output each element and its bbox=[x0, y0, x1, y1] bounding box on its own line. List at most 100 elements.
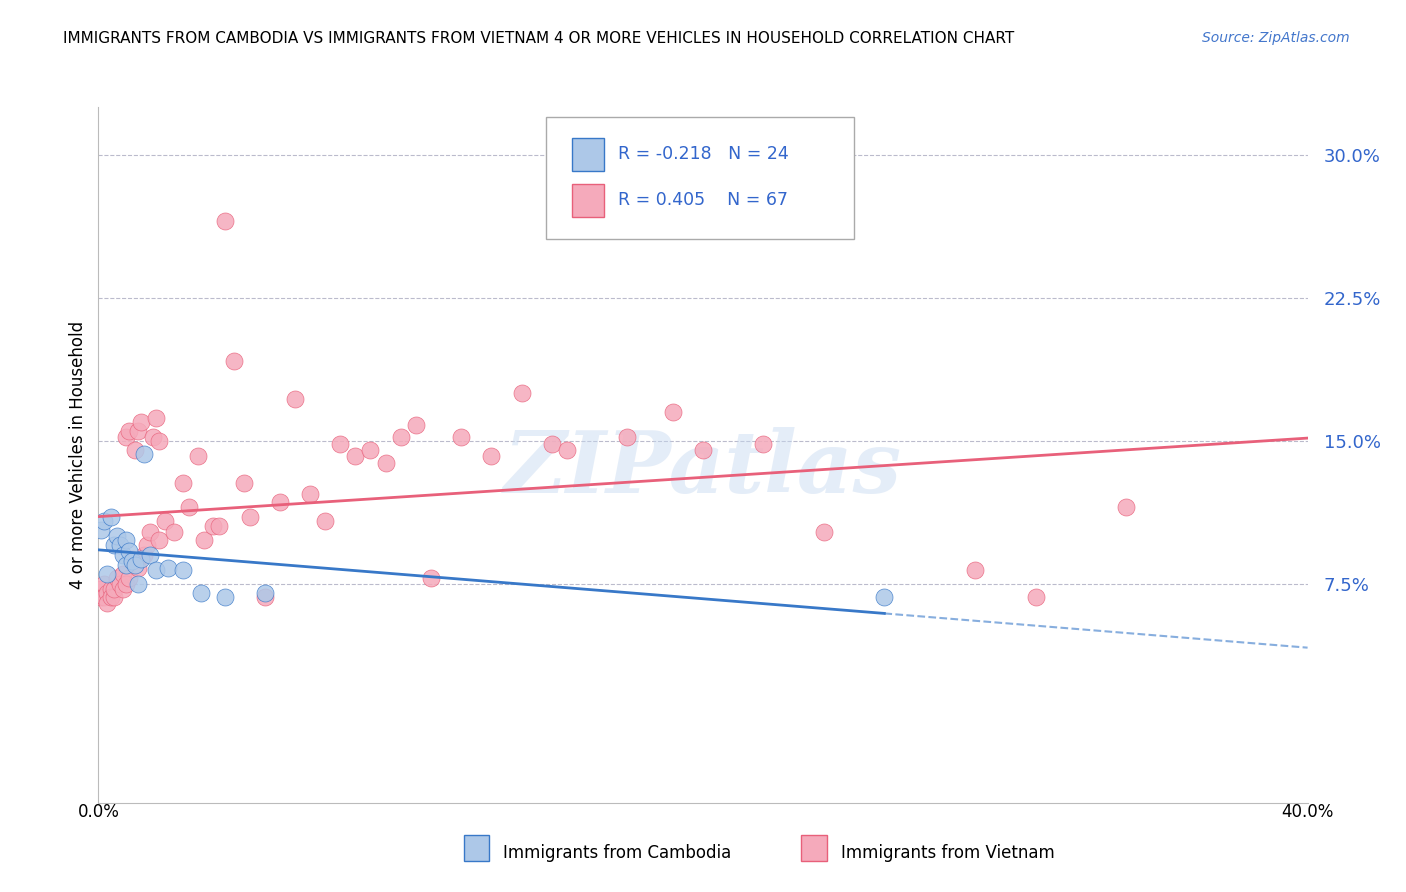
Point bbox=[145, 410, 167, 425]
Point bbox=[374, 457, 396, 471]
Point bbox=[187, 449, 209, 463]
Point bbox=[93, 576, 115, 591]
FancyBboxPatch shape bbox=[546, 118, 855, 239]
Point bbox=[111, 567, 134, 582]
Point bbox=[224, 353, 246, 368]
Point bbox=[118, 544, 141, 558]
Point bbox=[114, 558, 136, 572]
Point bbox=[121, 551, 143, 566]
Point bbox=[111, 548, 134, 562]
Point bbox=[873, 590, 896, 604]
Point bbox=[329, 437, 352, 451]
Text: R = 0.405    N = 67: R = 0.405 N = 67 bbox=[619, 191, 789, 210]
Point bbox=[177, 500, 201, 515]
Point bbox=[405, 418, 427, 433]
Point bbox=[90, 590, 112, 604]
Bar bbox=[572, 184, 603, 217]
Point bbox=[540, 437, 562, 451]
Point bbox=[555, 443, 578, 458]
Point bbox=[253, 586, 276, 600]
Point bbox=[142, 430, 165, 444]
Point bbox=[93, 590, 115, 604]
Point bbox=[616, 430, 638, 444]
Point bbox=[419, 571, 441, 585]
Y-axis label: 4 or more Vehicles in Household: 4 or more Vehicles in Household bbox=[69, 321, 87, 589]
Point bbox=[208, 519, 231, 533]
Point bbox=[103, 590, 125, 604]
Point bbox=[93, 514, 115, 528]
Text: IMMIGRANTS FROM CAMBODIA VS IMMIGRANTS FROM VIETNAM 4 OR MORE VEHICLES IN HOUSEH: IMMIGRANTS FROM CAMBODIA VS IMMIGRANTS F… bbox=[63, 31, 1015, 46]
Point bbox=[100, 509, 122, 524]
Point bbox=[96, 596, 118, 610]
Point bbox=[360, 443, 382, 458]
Point bbox=[132, 548, 155, 562]
Point bbox=[692, 443, 714, 458]
Point bbox=[193, 533, 215, 547]
Point bbox=[145, 563, 167, 577]
Point bbox=[269, 494, 291, 508]
Point bbox=[105, 529, 128, 543]
Point bbox=[96, 586, 118, 600]
Point bbox=[239, 509, 262, 524]
Point bbox=[172, 563, 194, 577]
Point bbox=[124, 558, 146, 572]
Point bbox=[510, 386, 533, 401]
Text: ZIPatlas: ZIPatlas bbox=[503, 427, 903, 510]
Point bbox=[172, 475, 194, 490]
Point bbox=[96, 567, 118, 582]
Point bbox=[132, 447, 155, 461]
Point bbox=[253, 590, 276, 604]
Point bbox=[103, 539, 125, 553]
Point bbox=[214, 590, 236, 604]
Point bbox=[127, 561, 149, 575]
Point bbox=[124, 443, 146, 458]
Point bbox=[190, 586, 212, 600]
Point bbox=[139, 548, 162, 562]
Point bbox=[481, 449, 503, 463]
Point bbox=[202, 519, 225, 533]
Text: Immigrants from Vietnam: Immigrants from Vietnam bbox=[841, 844, 1054, 862]
Point bbox=[135, 539, 157, 553]
Point bbox=[148, 533, 170, 547]
Point bbox=[118, 424, 141, 438]
Point bbox=[344, 449, 367, 463]
Point bbox=[153, 514, 176, 528]
Point bbox=[111, 582, 134, 597]
Point bbox=[100, 590, 122, 604]
Point bbox=[90, 582, 112, 597]
Point bbox=[752, 437, 775, 451]
Point bbox=[163, 525, 186, 540]
Point bbox=[127, 424, 149, 438]
Bar bbox=[572, 137, 603, 171]
Point bbox=[129, 415, 152, 429]
Point bbox=[1115, 500, 1137, 515]
Point bbox=[121, 554, 143, 568]
Point bbox=[139, 525, 162, 540]
Point bbox=[284, 392, 307, 406]
Text: Immigrants from Cambodia: Immigrants from Cambodia bbox=[503, 844, 731, 862]
Point bbox=[148, 434, 170, 448]
Text: 0.0%: 0.0% bbox=[77, 803, 120, 821]
Point bbox=[813, 525, 835, 540]
Point bbox=[103, 582, 125, 597]
Point bbox=[90, 523, 112, 537]
Point bbox=[108, 576, 131, 591]
Point bbox=[114, 576, 136, 591]
Point bbox=[299, 487, 322, 501]
Text: Source: ZipAtlas.com: Source: ZipAtlas.com bbox=[1202, 31, 1350, 45]
Point bbox=[965, 563, 987, 577]
Point bbox=[389, 430, 412, 444]
Point bbox=[450, 430, 472, 444]
Point bbox=[214, 214, 236, 228]
Point bbox=[114, 430, 136, 444]
Text: R = -0.218   N = 24: R = -0.218 N = 24 bbox=[619, 145, 789, 163]
Point bbox=[105, 571, 128, 585]
Point bbox=[100, 582, 122, 597]
Point bbox=[1024, 590, 1046, 604]
Point bbox=[108, 539, 131, 553]
Point bbox=[127, 576, 149, 591]
Point bbox=[129, 551, 152, 566]
Text: 40.0%: 40.0% bbox=[1281, 803, 1334, 821]
Point bbox=[314, 514, 336, 528]
Point bbox=[156, 561, 179, 575]
